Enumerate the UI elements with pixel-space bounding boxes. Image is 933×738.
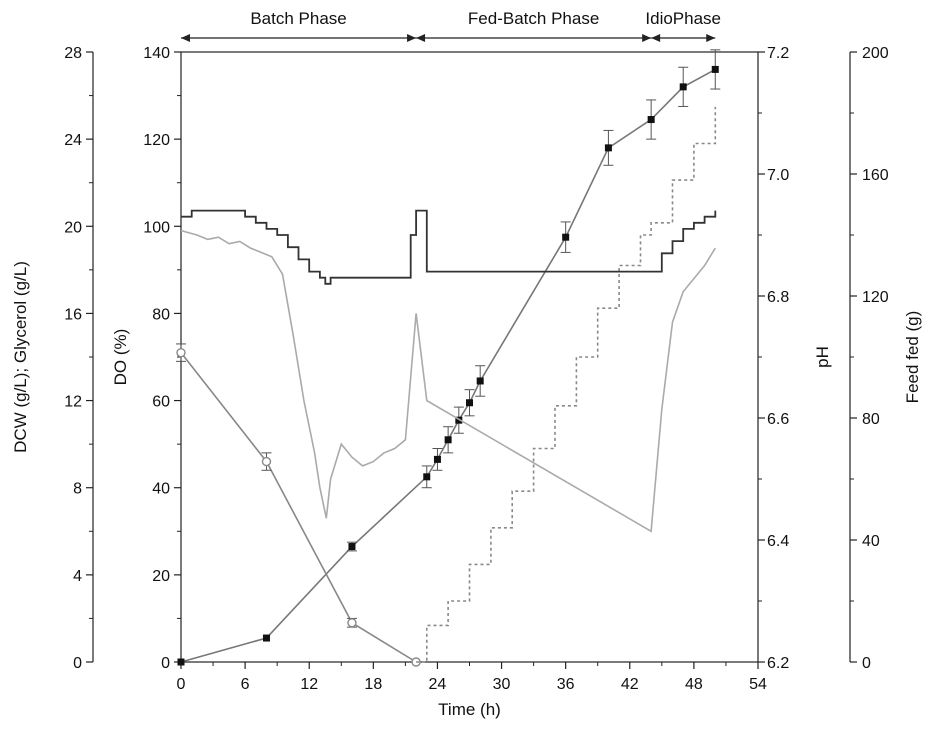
do-axis-title: DO (%) xyxy=(111,329,130,386)
do-tick-label-2: 40 xyxy=(152,481,170,498)
feed-tick-label-1: 40 xyxy=(862,533,880,550)
x-tick-label-3: 18 xyxy=(364,676,382,693)
feed-tick-label-3: 120 xyxy=(862,289,889,306)
series-0-point-1 xyxy=(262,634,270,642)
ph-tick-label-1: 6.4 xyxy=(767,533,789,550)
series-1-point-0 xyxy=(176,347,186,358)
do-tick-label-7: 140 xyxy=(143,45,170,62)
plot-area xyxy=(176,49,721,667)
dcw-tick-label-5: 20 xyxy=(64,219,82,236)
phase-arrowhead-start-1 xyxy=(416,34,426,42)
ph-tick-label-0: 6.2 xyxy=(767,655,789,672)
series-2-line xyxy=(416,106,717,663)
phase-arrowhead-end-1 xyxy=(642,34,652,42)
ph-tick-label-2: 6.6 xyxy=(767,411,789,428)
phase-arrowhead-start-0 xyxy=(181,34,190,42)
x-axis-title: Time (h) xyxy=(438,700,501,719)
series-0-point-7 xyxy=(466,399,473,407)
feed-tick-label-5: 200 xyxy=(862,45,889,62)
x-tick-label-0: 0 xyxy=(177,676,186,693)
series-0-line xyxy=(180,68,716,663)
x-tick-label-4: 24 xyxy=(429,676,447,693)
ph-tick-label-4: 7.0 xyxy=(767,167,789,184)
series-0-point-13 xyxy=(711,65,719,73)
phase-label-0: Batch Phase xyxy=(250,9,346,28)
do-tick-label-0: 0 xyxy=(161,655,170,672)
phase-arrowhead-start-2 xyxy=(651,34,661,42)
do-tick-label-3: 60 xyxy=(152,394,170,411)
feed-axis-title: Feed fed (g) xyxy=(903,311,922,404)
dcw-tick-label-2: 8 xyxy=(73,481,82,498)
phase-label-2: IdioPhase xyxy=(645,9,721,28)
do-tick-label-1: 20 xyxy=(152,568,170,585)
phase-arrowhead-end-0 xyxy=(407,34,417,42)
series-1-point-3 xyxy=(411,657,421,667)
do-tick-label-4: 80 xyxy=(152,306,170,323)
x-tick-label-2: 12 xyxy=(300,676,318,693)
do-tick-label-6: 120 xyxy=(143,132,170,149)
x-tick-label-6: 36 xyxy=(557,676,575,693)
dcw-tick-label-3: 12 xyxy=(64,394,82,411)
ph-tick-label-5: 7.2 xyxy=(767,45,789,62)
x-tick-label-5: 30 xyxy=(493,676,511,693)
x-tick-label-8: 48 xyxy=(685,676,703,693)
dcw-tick-label-1: 4 xyxy=(73,568,82,585)
series-3-line xyxy=(181,209,717,285)
series-0-point-2 xyxy=(348,543,356,551)
series-0-point-10 xyxy=(604,144,612,152)
series-0-point-11 xyxy=(647,116,655,124)
feed-tick-label-2: 80 xyxy=(862,411,880,428)
series-4-line xyxy=(180,229,716,533)
x-tick-label-1: 6 xyxy=(241,676,250,693)
do-tick-label-5: 100 xyxy=(143,219,170,236)
dcw-axis-title: DCW (g/L); Glycerol (g/L) xyxy=(11,261,30,453)
series-0-point-5 xyxy=(444,436,452,444)
phase-arrowhead-end-2 xyxy=(706,34,716,42)
series-0-point-3 xyxy=(423,473,431,481)
feed-tick-label-4: 160 xyxy=(862,167,889,184)
series-0-point-8 xyxy=(476,377,484,385)
ph-tick-label-3: 6.8 xyxy=(767,289,789,306)
dcw-tick-label-6: 24 xyxy=(64,132,82,149)
ph-axis-title: pH xyxy=(813,346,832,368)
series-0-point-4 xyxy=(433,455,441,463)
series-0-point-9 xyxy=(562,233,570,241)
series-1-point-1 xyxy=(261,456,272,467)
dcw-tick-label-4: 16 xyxy=(64,306,82,323)
series-0-point-12 xyxy=(679,83,687,91)
series-1-line xyxy=(180,352,417,663)
feed-tick-label-0: 0 xyxy=(862,655,871,672)
phase-label-1: Fed-Batch Phase xyxy=(468,9,599,28)
series-0-point-0 xyxy=(177,658,185,666)
dcw-tick-label-0: 0 xyxy=(73,655,82,672)
x-tick-label-9: 54 xyxy=(749,676,767,693)
x-tick-label-7: 42 xyxy=(621,676,639,693)
series-1-point-2 xyxy=(347,618,357,628)
dcw-tick-label-7: 28 xyxy=(64,45,82,62)
phase-bands: Batch Phase Fed-Batch Phase IdioPhase xyxy=(181,9,721,42)
